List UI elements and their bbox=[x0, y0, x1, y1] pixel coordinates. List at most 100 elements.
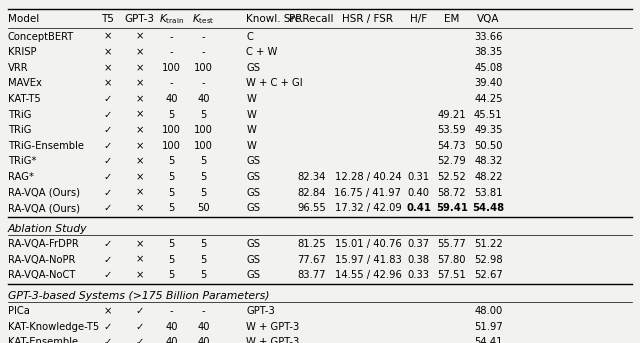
Text: GPT-3: GPT-3 bbox=[246, 306, 275, 316]
Text: -: - bbox=[170, 79, 173, 88]
Text: 52.52: 52.52 bbox=[438, 172, 466, 182]
Text: KRISP: KRISP bbox=[8, 47, 36, 57]
Text: W: W bbox=[246, 94, 256, 104]
Text: -: - bbox=[170, 32, 173, 42]
Text: 52.79: 52.79 bbox=[438, 156, 466, 166]
Text: 40: 40 bbox=[197, 322, 210, 332]
Text: ×: × bbox=[135, 125, 144, 135]
Text: 5: 5 bbox=[200, 239, 207, 249]
Text: ×: × bbox=[135, 94, 144, 104]
Text: T5: T5 bbox=[101, 14, 114, 24]
Text: GS: GS bbox=[246, 188, 260, 198]
Text: ✓: ✓ bbox=[135, 322, 144, 332]
Text: ×: × bbox=[135, 141, 144, 151]
Text: GS: GS bbox=[246, 239, 260, 249]
Text: W + GPT-3: W + GPT-3 bbox=[246, 338, 300, 343]
Text: 33.66: 33.66 bbox=[474, 32, 502, 42]
Text: ✓: ✓ bbox=[103, 255, 112, 265]
Text: ✓: ✓ bbox=[103, 156, 112, 166]
Text: 0.38: 0.38 bbox=[408, 255, 429, 265]
Text: C: C bbox=[246, 32, 253, 42]
Text: ×: × bbox=[103, 306, 112, 316]
Text: 5: 5 bbox=[200, 188, 207, 198]
Text: RA-VQA-FrDPR: RA-VQA-FrDPR bbox=[8, 239, 79, 249]
Text: 15.97 / 41.83: 15.97 / 41.83 bbox=[335, 255, 401, 265]
Text: -: - bbox=[202, 47, 205, 57]
Text: -: - bbox=[202, 32, 205, 42]
Text: ×: × bbox=[135, 32, 144, 42]
Text: ×: × bbox=[135, 47, 144, 57]
Text: 12.28 / 40.24: 12.28 / 40.24 bbox=[335, 172, 401, 182]
Text: 96.55: 96.55 bbox=[298, 203, 326, 213]
Text: GS: GS bbox=[246, 156, 260, 166]
Text: W + GPT-3: W + GPT-3 bbox=[246, 322, 300, 332]
Text: ×: × bbox=[135, 172, 144, 182]
Text: 57.51: 57.51 bbox=[438, 270, 466, 280]
Text: ×: × bbox=[103, 47, 112, 57]
Text: 5: 5 bbox=[200, 270, 207, 280]
Text: GS: GS bbox=[246, 270, 260, 280]
Text: ×: × bbox=[135, 156, 144, 166]
Text: 45.08: 45.08 bbox=[474, 63, 502, 73]
Text: 38.35: 38.35 bbox=[474, 47, 502, 57]
Text: 15.01 / 40.76: 15.01 / 40.76 bbox=[335, 239, 401, 249]
Text: 5: 5 bbox=[168, 172, 175, 182]
Text: 5: 5 bbox=[200, 110, 207, 120]
Text: $K_\mathrm{test}$: $K_\mathrm{test}$ bbox=[192, 12, 215, 26]
Text: 100: 100 bbox=[194, 63, 213, 73]
Text: 55.77: 55.77 bbox=[438, 239, 466, 249]
Text: KAT-Knowledge-T5: KAT-Knowledge-T5 bbox=[8, 322, 99, 332]
Text: 14.55 / 42.96: 14.55 / 42.96 bbox=[335, 270, 401, 280]
Text: KAT-T5: KAT-T5 bbox=[8, 94, 40, 104]
Text: ×: × bbox=[103, 79, 112, 88]
Text: 49.21: 49.21 bbox=[438, 110, 466, 120]
Text: 82.84: 82.84 bbox=[298, 188, 326, 198]
Text: 5: 5 bbox=[200, 255, 207, 265]
Text: ×: × bbox=[135, 63, 144, 73]
Text: Model: Model bbox=[8, 14, 39, 24]
Text: RA-VQA-NoCT: RA-VQA-NoCT bbox=[8, 270, 75, 280]
Text: 81.25: 81.25 bbox=[298, 239, 326, 249]
Text: W: W bbox=[246, 110, 256, 120]
Text: 5: 5 bbox=[200, 156, 207, 166]
Text: 5: 5 bbox=[168, 255, 175, 265]
Text: MAVEx: MAVEx bbox=[8, 79, 42, 88]
Text: 0.41: 0.41 bbox=[406, 203, 431, 213]
Text: TRiG*: TRiG* bbox=[8, 156, 36, 166]
Text: H/F: H/F bbox=[410, 14, 427, 24]
Text: 58.72: 58.72 bbox=[438, 188, 466, 198]
Text: RA-VQA (Ours): RA-VQA (Ours) bbox=[8, 203, 80, 213]
Text: 54.41: 54.41 bbox=[474, 338, 502, 343]
Text: ×: × bbox=[135, 239, 144, 249]
Text: RA-VQA (Ours): RA-VQA (Ours) bbox=[8, 188, 80, 198]
Text: 48.22: 48.22 bbox=[474, 172, 502, 182]
Text: 100: 100 bbox=[194, 125, 213, 135]
Text: ✓: ✓ bbox=[103, 188, 112, 198]
Text: 40: 40 bbox=[165, 338, 178, 343]
Text: 40: 40 bbox=[165, 94, 178, 104]
Text: 52.67: 52.67 bbox=[474, 270, 502, 280]
Text: ×: × bbox=[135, 255, 144, 265]
Text: 40: 40 bbox=[197, 94, 210, 104]
Text: 5: 5 bbox=[168, 239, 175, 249]
Text: 100: 100 bbox=[162, 63, 181, 73]
Text: 44.25: 44.25 bbox=[474, 94, 502, 104]
Text: 5: 5 bbox=[168, 270, 175, 280]
Text: ✓: ✓ bbox=[103, 125, 112, 135]
Text: -: - bbox=[202, 79, 205, 88]
Text: C + W: C + W bbox=[246, 47, 278, 57]
Text: TRiG: TRiG bbox=[8, 110, 31, 120]
Text: 5: 5 bbox=[168, 203, 175, 213]
Text: 0.40: 0.40 bbox=[408, 188, 429, 198]
Text: 57.80: 57.80 bbox=[438, 255, 466, 265]
Text: ConceptBERT: ConceptBERT bbox=[8, 32, 74, 42]
Text: ×: × bbox=[135, 188, 144, 198]
Text: -: - bbox=[170, 306, 173, 316]
Text: ×: × bbox=[135, 79, 144, 88]
Text: ×: × bbox=[103, 63, 112, 73]
Text: 16.75 / 41.97: 16.75 / 41.97 bbox=[335, 188, 401, 198]
Text: ✓: ✓ bbox=[103, 338, 112, 343]
Text: GS: GS bbox=[246, 203, 260, 213]
Text: W + C + GI: W + C + GI bbox=[246, 79, 303, 88]
Text: VQA: VQA bbox=[477, 14, 500, 24]
